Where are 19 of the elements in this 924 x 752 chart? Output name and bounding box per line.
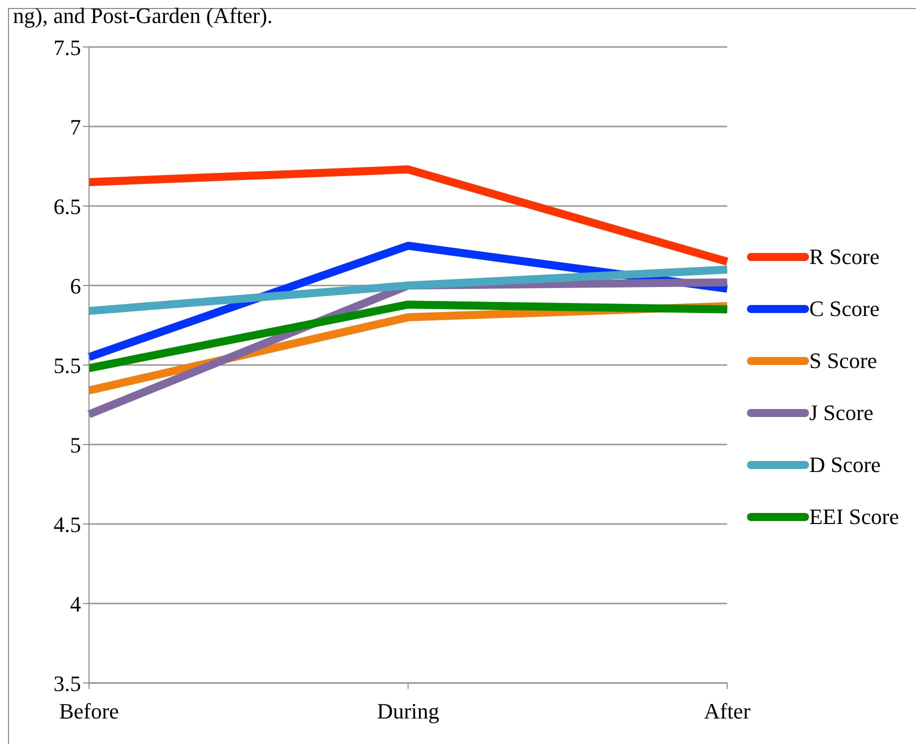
y-tick-label: 7.5 bbox=[54, 34, 81, 60]
y-tick-label: 6.5 bbox=[54, 194, 81, 219]
legend-label: D Score bbox=[809, 452, 881, 478]
legend-label: J Score bbox=[809, 400, 874, 426]
legend-label: R Score bbox=[809, 244, 880, 270]
y-tick-label: 3.5 bbox=[54, 670, 81, 696]
x-tick-label: After bbox=[704, 698, 752, 724]
y-tick-label: 4 bbox=[70, 591, 81, 616]
text: ng), and Post-Garden (After). bbox=[13, 3, 273, 29]
y-tick-label: 4.5 bbox=[54, 512, 81, 537]
y-tick-label: 6 bbox=[70, 273, 81, 298]
y-tick-label: 5 bbox=[70, 432, 81, 458]
legend-label: S Score bbox=[809, 348, 878, 374]
x-tick-label: During bbox=[376, 698, 440, 724]
y-tick-label: 5.5 bbox=[54, 352, 81, 378]
legend-label: C Score bbox=[809, 296, 880, 322]
legend-label: EEI Score bbox=[809, 504, 899, 530]
x-tick-label: Before bbox=[59, 698, 119, 724]
y-tick-label: 7 bbox=[70, 114, 81, 140]
